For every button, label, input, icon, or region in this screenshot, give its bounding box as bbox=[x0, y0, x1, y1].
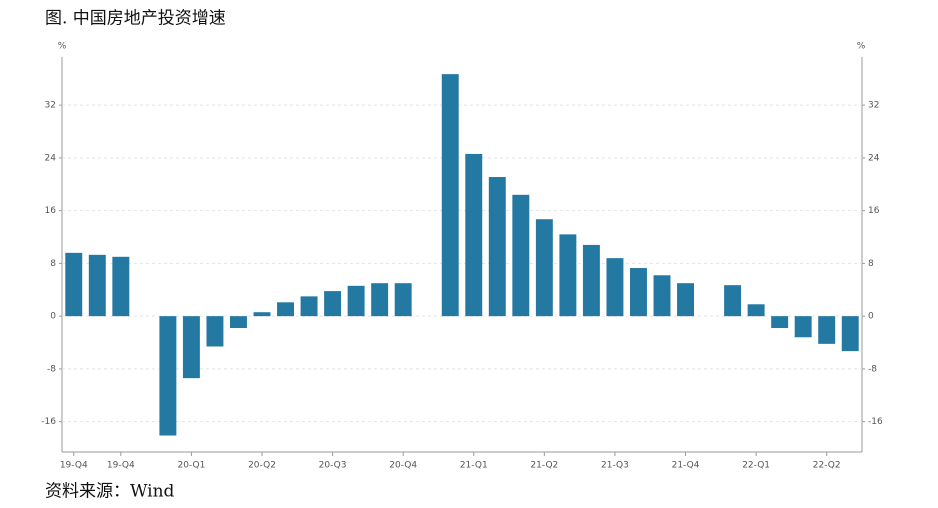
bar bbox=[182, 316, 200, 379]
bar bbox=[606, 258, 624, 317]
y2-tick-label: 16 bbox=[868, 206, 880, 216]
bar bbox=[818, 316, 836, 344]
y2-axis-unit: % bbox=[857, 42, 866, 52]
bar bbox=[300, 296, 318, 317]
x-tick-label: 19-Q4 bbox=[60, 461, 88, 471]
bar bbox=[277, 302, 294, 317]
y-tick-label: 32 bbox=[45, 101, 56, 111]
bar bbox=[841, 316, 859, 352]
x-tick-label: 20-Q4 bbox=[389, 461, 417, 471]
y2-tick-label: 32 bbox=[868, 101, 879, 111]
bar bbox=[206, 316, 224, 347]
bar bbox=[394, 283, 412, 317]
x-tick-label: 21-Q2 bbox=[530, 461, 558, 471]
x-tick-label: 20-Q1 bbox=[177, 461, 205, 471]
bar bbox=[112, 256, 130, 317]
bar bbox=[159, 316, 177, 436]
bar bbox=[512, 194, 530, 317]
y-axis-unit: % bbox=[58, 42, 67, 52]
bar bbox=[582, 244, 600, 317]
bar bbox=[559, 234, 577, 317]
x-tick-label: 21-Q4 bbox=[672, 461, 700, 471]
bar bbox=[324, 291, 342, 317]
bar bbox=[488, 177, 506, 317]
y2-tick-label: -16 bbox=[868, 417, 883, 427]
source-note: 资料来源：Wind bbox=[45, 482, 175, 502]
y2-tick-label: -8 bbox=[868, 364, 877, 374]
x-tick-label: 20-Q3 bbox=[319, 461, 347, 471]
bar bbox=[771, 316, 789, 329]
bar bbox=[253, 312, 271, 317]
x-tick-label: 21-Q3 bbox=[601, 461, 629, 471]
y2-tick-label: 8 bbox=[868, 259, 874, 269]
y-tick-label: 16 bbox=[45, 206, 57, 216]
y-tick-label: 0 bbox=[50, 312, 56, 322]
bar bbox=[794, 316, 812, 338]
bar bbox=[441, 74, 459, 317]
chart-title: 图. 中国房地产投资增速 bbox=[45, 9, 226, 29]
bar bbox=[630, 268, 647, 317]
bar bbox=[465, 153, 483, 317]
x-tick-label: 19-Q4 bbox=[107, 461, 135, 471]
bar bbox=[347, 285, 365, 317]
bar bbox=[230, 316, 247, 329]
y2-tick-label: 24 bbox=[868, 153, 880, 163]
bar bbox=[371, 283, 389, 317]
bar bbox=[535, 219, 553, 317]
y2-tick-label: 0 bbox=[868, 312, 874, 322]
bar bbox=[677, 283, 694, 317]
x-tick-label: 21-Q1 bbox=[460, 461, 488, 471]
y-tick-label: 8 bbox=[50, 259, 56, 269]
y-tick-label: 24 bbox=[45, 153, 57, 163]
y-tick-label: -8 bbox=[47, 364, 56, 374]
x-tick-label: 22-Q1 bbox=[742, 461, 770, 471]
bar bbox=[653, 275, 671, 317]
x-tick-label: 20-Q2 bbox=[248, 461, 276, 471]
bar bbox=[65, 252, 83, 317]
bar bbox=[88, 254, 106, 317]
bar bbox=[724, 285, 742, 317]
y-tick-label: -16 bbox=[41, 417, 56, 427]
bar bbox=[747, 304, 765, 317]
x-tick-label: 22-Q2 bbox=[813, 461, 841, 471]
